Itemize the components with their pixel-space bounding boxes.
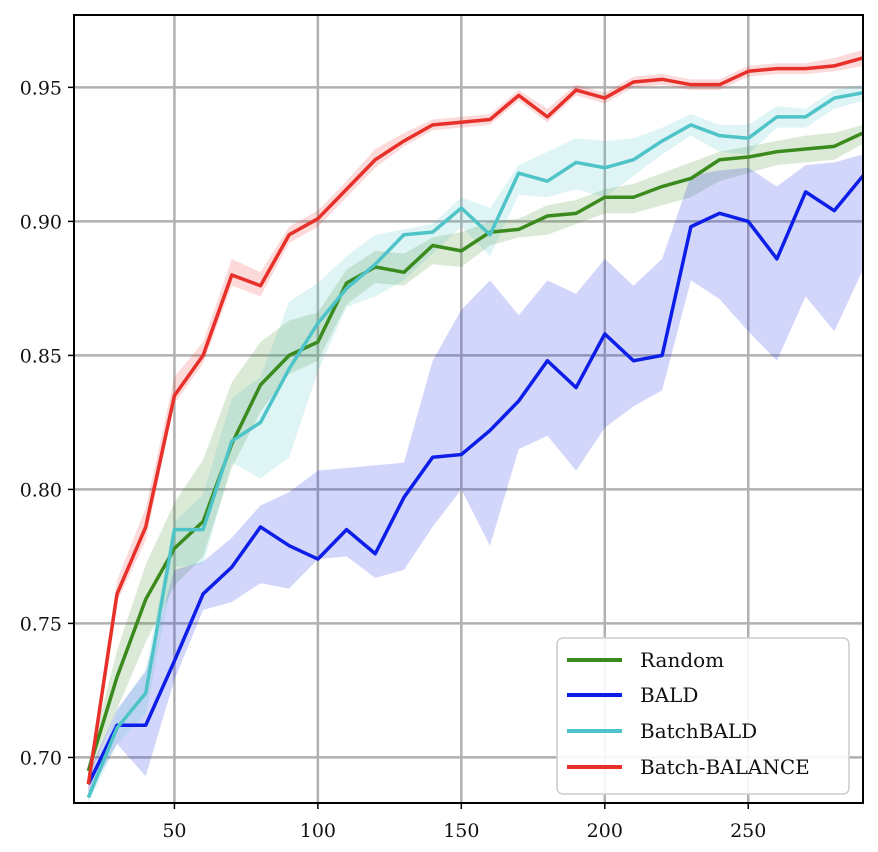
y-tick-label: 0.85 bbox=[20, 345, 62, 367]
y-tick-label: 0.80 bbox=[20, 479, 62, 501]
x-tick-label: 50 bbox=[162, 820, 186, 842]
legend-label-batchbald: BatchBALD bbox=[640, 719, 757, 743]
plot-frame bbox=[73, 14, 864, 804]
confidence-bands bbox=[88, 49, 863, 803]
y-tick-label: 0.75 bbox=[20, 613, 62, 635]
legend-label-bald: BALD bbox=[640, 683, 698, 707]
legend-label-batch-balance: Batch-BALANCE bbox=[640, 755, 810, 779]
line-bald bbox=[86, 174, 865, 786]
series-lines bbox=[86, 56, 865, 799]
y-tick-label: 0.70 bbox=[20, 747, 62, 769]
y-tick-label: 0.95 bbox=[20, 77, 62, 99]
band-batchbald bbox=[88, 84, 863, 803]
band-bald bbox=[88, 154, 863, 795]
x-tick-label: 100 bbox=[300, 820, 336, 842]
legend-box bbox=[556, 637, 850, 795]
line-batch-balance bbox=[86, 56, 864, 785]
legend: Random BALD BatchBALD Batch-BALANCE bbox=[556, 637, 850, 795]
x-tick-label: 200 bbox=[587, 820, 623, 842]
y-tick-label: 0.90 bbox=[20, 211, 62, 233]
grid bbox=[74, 15, 863, 803]
line-batchbald bbox=[86, 91, 864, 799]
x-tick-label: 250 bbox=[730, 820, 766, 842]
axis-ticks: 50 100 150 200 250 0.70 0.75 0.80 0.85 0.90 0.95 bbox=[20, 77, 767, 842]
band-random bbox=[88, 124, 863, 779]
legend-label-random: Random bbox=[640, 648, 724, 672]
x-tick-label: 150 bbox=[443, 820, 479, 842]
